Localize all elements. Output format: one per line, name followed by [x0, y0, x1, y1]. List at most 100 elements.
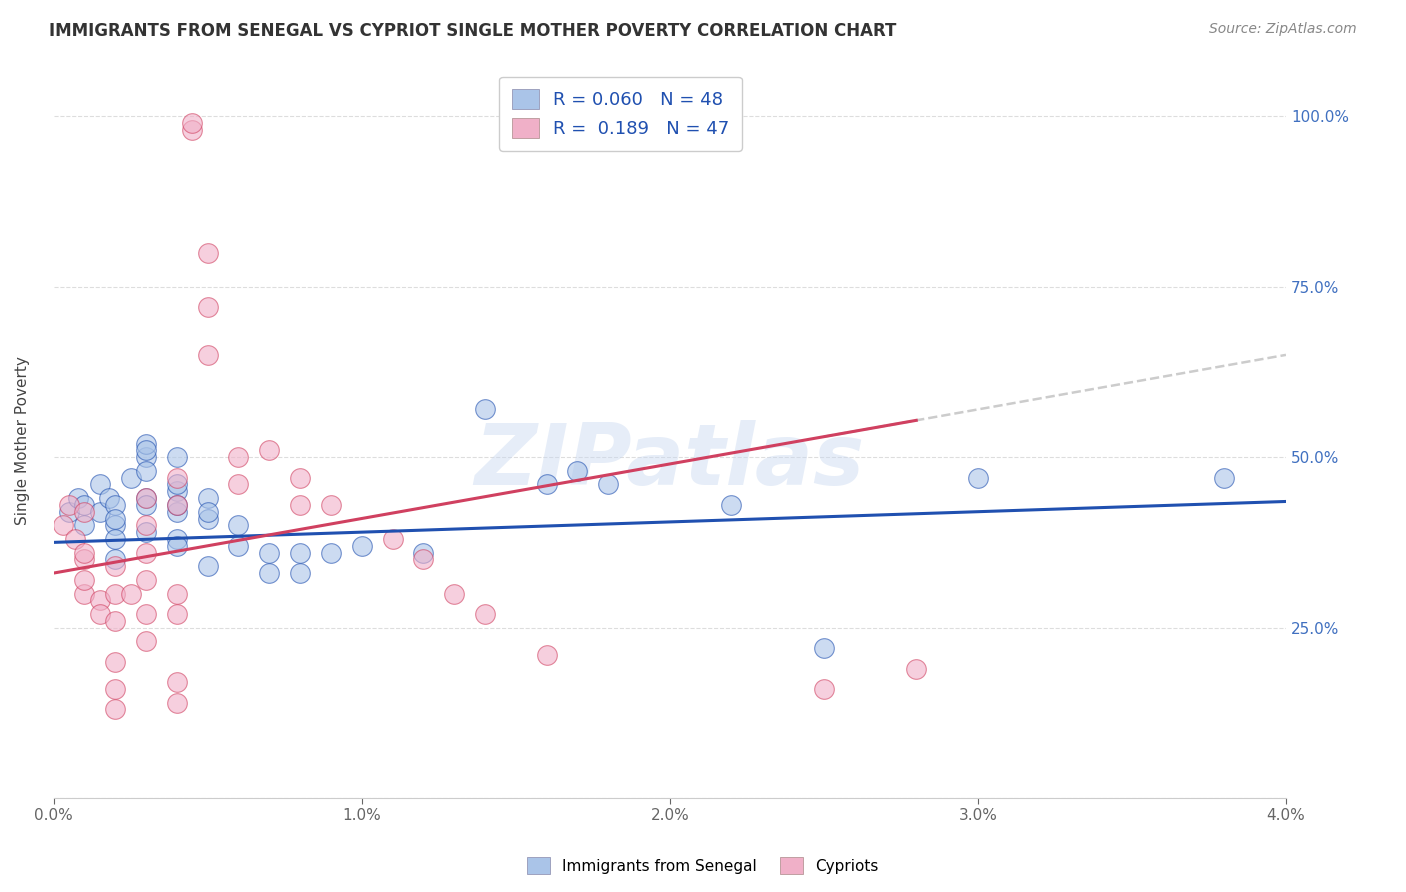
- Point: [135, 634, 157, 648]
- Point: [228, 518, 250, 533]
- Point: [259, 443, 281, 458]
- Point: [259, 566, 281, 580]
- Point: [104, 511, 127, 525]
- Point: [197, 348, 219, 362]
- Point: [135, 607, 157, 621]
- Point: [228, 539, 250, 553]
- Point: [166, 586, 188, 600]
- Point: [89, 477, 111, 491]
- Point: [966, 470, 988, 484]
- Point: [104, 586, 127, 600]
- Point: [813, 681, 835, 696]
- Point: [135, 518, 157, 533]
- Point: [228, 477, 250, 491]
- Point: [135, 546, 157, 560]
- Point: [135, 491, 157, 505]
- Point: [166, 696, 188, 710]
- Point: [166, 498, 188, 512]
- Point: [73, 552, 96, 566]
- Point: [120, 470, 142, 484]
- Point: [288, 498, 311, 512]
- Point: [58, 498, 80, 512]
- Point: [73, 573, 96, 587]
- Point: [104, 681, 127, 696]
- Point: [197, 511, 219, 525]
- Point: [98, 491, 121, 505]
- Point: [135, 443, 157, 458]
- Point: [89, 607, 111, 621]
- Point: [197, 245, 219, 260]
- Point: [166, 539, 188, 553]
- Point: [104, 614, 127, 628]
- Point: [166, 607, 188, 621]
- Point: [104, 559, 127, 574]
- Point: [135, 436, 157, 450]
- Point: [536, 477, 558, 491]
- Point: [720, 498, 742, 512]
- Point: [181, 123, 204, 137]
- Point: [120, 586, 142, 600]
- Point: [166, 675, 188, 690]
- Y-axis label: Single Mother Poverty: Single Mother Poverty: [15, 356, 30, 524]
- Point: [381, 532, 404, 546]
- Point: [73, 498, 96, 512]
- Point: [536, 648, 558, 662]
- Point: [135, 525, 157, 540]
- Point: [135, 450, 157, 465]
- Point: [288, 566, 311, 580]
- Point: [104, 552, 127, 566]
- Point: [813, 641, 835, 656]
- Point: [319, 546, 342, 560]
- Legend: R = 0.060   N = 48, R =  0.189   N = 47: R = 0.060 N = 48, R = 0.189 N = 47: [499, 77, 742, 151]
- Point: [288, 546, 311, 560]
- Point: [412, 546, 434, 560]
- Point: [73, 518, 96, 533]
- Point: [73, 546, 96, 560]
- Point: [443, 586, 465, 600]
- Point: [598, 477, 620, 491]
- Point: [197, 491, 219, 505]
- Point: [474, 402, 496, 417]
- Point: [228, 450, 250, 465]
- Point: [135, 491, 157, 505]
- Point: [1213, 470, 1236, 484]
- Point: [319, 498, 342, 512]
- Point: [63, 532, 86, 546]
- Point: [135, 498, 157, 512]
- Point: [181, 116, 204, 130]
- Point: [104, 518, 127, 533]
- Point: [197, 505, 219, 519]
- Point: [104, 532, 127, 546]
- Point: [135, 464, 157, 478]
- Point: [166, 450, 188, 465]
- Point: [259, 546, 281, 560]
- Point: [104, 702, 127, 716]
- Point: [135, 573, 157, 587]
- Point: [412, 552, 434, 566]
- Point: [474, 607, 496, 621]
- Text: IMMIGRANTS FROM SENEGAL VS CYPRIOT SINGLE MOTHER POVERTY CORRELATION CHART: IMMIGRANTS FROM SENEGAL VS CYPRIOT SINGL…: [49, 22, 897, 40]
- Point: [197, 300, 219, 314]
- Point: [52, 518, 75, 533]
- Point: [104, 655, 127, 669]
- Point: [197, 559, 219, 574]
- Point: [905, 661, 928, 675]
- Point: [58, 505, 80, 519]
- Point: [166, 477, 188, 491]
- Legend: Immigrants from Senegal, Cypriots: Immigrants from Senegal, Cypriots: [522, 851, 884, 880]
- Point: [350, 539, 373, 553]
- Point: [89, 505, 111, 519]
- Point: [73, 586, 96, 600]
- Point: [288, 470, 311, 484]
- Point: [73, 505, 96, 519]
- Text: ZIPatlas: ZIPatlas: [475, 420, 865, 503]
- Point: [166, 532, 188, 546]
- Point: [166, 498, 188, 512]
- Point: [67, 491, 90, 505]
- Point: [567, 464, 589, 478]
- Point: [166, 470, 188, 484]
- Text: Source: ZipAtlas.com: Source: ZipAtlas.com: [1209, 22, 1357, 37]
- Point: [104, 498, 127, 512]
- Point: [166, 505, 188, 519]
- Point: [166, 484, 188, 499]
